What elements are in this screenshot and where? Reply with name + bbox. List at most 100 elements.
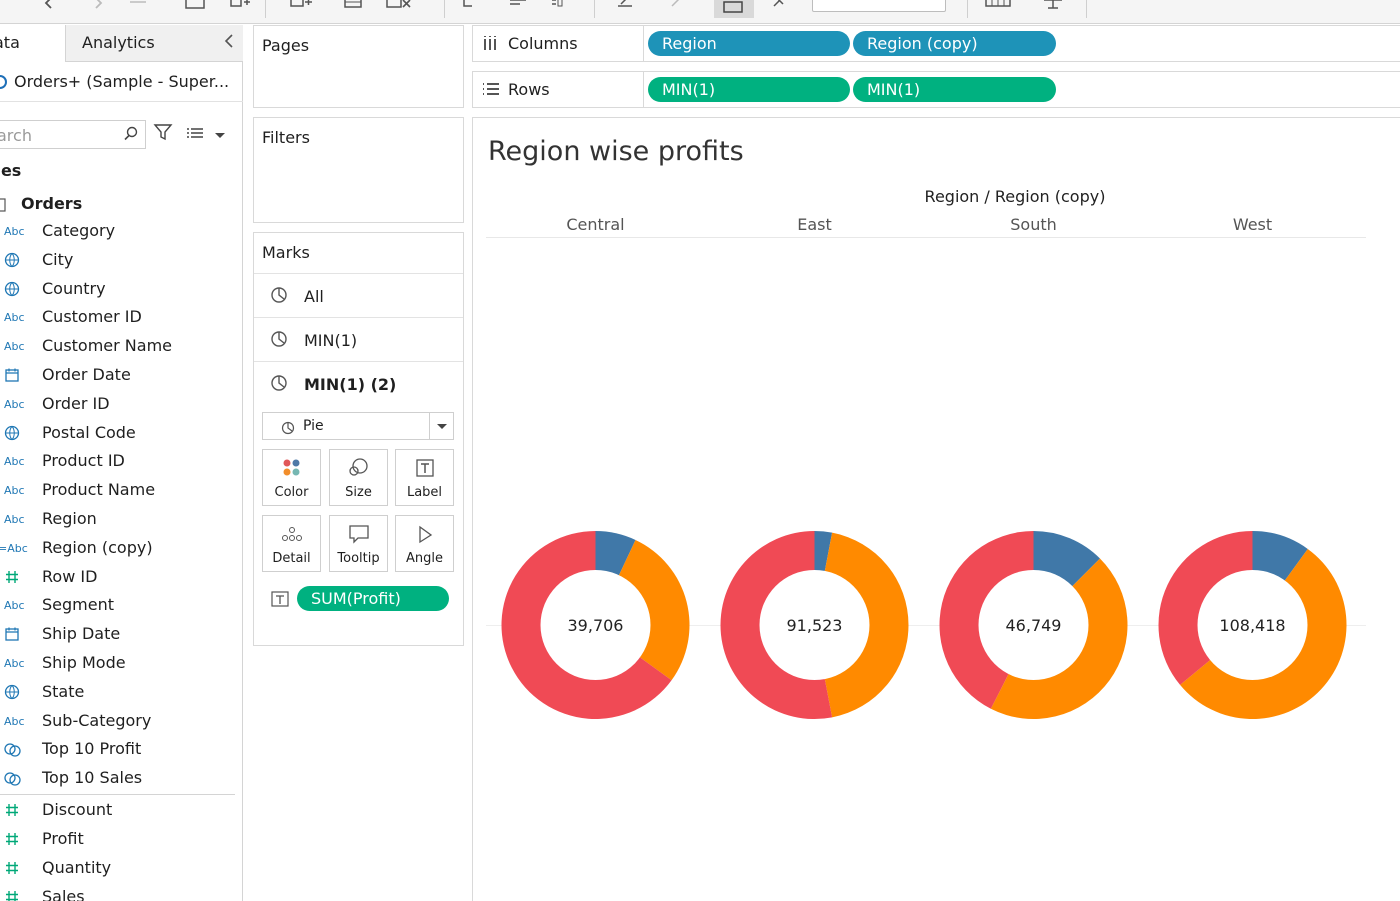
field-customer-id[interactable]: Abc Customer ID xyxy=(0,304,236,332)
fit-dropdown[interactable] xyxy=(812,0,946,12)
field-discount[interactable]: Discount xyxy=(0,797,236,825)
mark-type-dropdown[interactable]: Pie xyxy=(262,412,454,440)
donut-south[interactable]: 46,749 xyxy=(939,531,1128,719)
donut-hole[interactable] xyxy=(1197,570,1308,680)
marks-card: Marks All MIN(1) MIN(1) (2) Pie Color Si… xyxy=(253,232,464,646)
donut-hole[interactable] xyxy=(759,570,870,680)
sort-ascending-icon[interactable] xyxy=(506,0,532,12)
field-country[interactable]: Country xyxy=(0,276,236,304)
sort-descending-icon[interactable] xyxy=(548,0,568,12)
donut-central[interactable]: 39,706 xyxy=(501,531,690,719)
field-customer-name[interactable]: Abc Customer Name xyxy=(0,333,236,361)
new-worksheet-icon[interactable] xyxy=(228,0,252,12)
tab-data[interactable]: ata xyxy=(0,25,65,62)
show-cards-icon[interactable] xyxy=(984,0,1012,12)
duplicate-sheet-icon[interactable] xyxy=(288,0,314,12)
marks-layer-all[interactable]: All xyxy=(254,273,463,317)
label-button[interactable]: Label xyxy=(395,449,454,506)
field-top-10-profit[interactable]: Top 10 Profit xyxy=(0,736,236,764)
field-label: City xyxy=(42,249,74,269)
pin-icon[interactable] xyxy=(768,0,790,12)
column-header-east[interactable]: East xyxy=(797,215,832,234)
field-search-box[interactable] xyxy=(0,120,146,149)
sum-profit-pill[interactable]: SUM(Profit) xyxy=(297,586,449,611)
table-icon[interactable] xyxy=(342,0,364,12)
globe-icon xyxy=(4,281,30,299)
marks-layer-min1-2[interactable]: MIN(1) (2) xyxy=(254,361,463,405)
pages-title: Pages xyxy=(262,36,310,55)
collapse-pane-icon[interactable] xyxy=(223,33,235,53)
tooltip-button[interactable]: Tooltip xyxy=(329,515,388,572)
tooltip-label: Tooltip xyxy=(337,551,380,566)
column-header-west[interactable]: West xyxy=(1232,215,1273,234)
field-segment[interactable]: Abc Segment xyxy=(0,592,236,620)
forward-icon[interactable] xyxy=(90,0,108,12)
size-button[interactable]: Size xyxy=(329,449,388,506)
donut-hole[interactable] xyxy=(978,570,1089,680)
field-quantity[interactable]: Quantity xyxy=(0,855,236,883)
field-profit[interactable]: Profit xyxy=(0,826,236,854)
column-header-south[interactable]: South xyxy=(1010,215,1057,234)
field-label: State xyxy=(42,681,85,701)
columns-icon xyxy=(482,35,498,57)
presentation-icon[interactable] xyxy=(1042,0,1064,12)
field-product-name[interactable]: Abc Product Name xyxy=(0,477,236,505)
highlight-icon[interactable] xyxy=(614,0,636,12)
field-state[interactable]: State xyxy=(0,679,236,707)
field-sales[interactable]: Sales xyxy=(0,884,236,901)
field-region-copy-[interactable]: =Abc Region (copy) xyxy=(0,535,236,563)
field-city[interactable]: City xyxy=(0,247,236,275)
marks-layer-label: MIN(1) (2) xyxy=(304,375,397,394)
back-icon[interactable] xyxy=(40,0,58,12)
filter-icon[interactable] xyxy=(153,122,173,146)
tab-analytics[interactable]: Analytics xyxy=(65,25,243,62)
region-copy-pill[interactable]: Region (copy) xyxy=(853,31,1056,56)
min1-second-pill[interactable]: MIN(1) xyxy=(853,77,1056,102)
field-sub-category[interactable]: Abc Sub-Category xyxy=(0,708,236,736)
datasource-label: Orders+ (Sample - Super... xyxy=(14,72,230,91)
field-postal-code[interactable]: Postal Code xyxy=(0,420,236,448)
save-icon[interactable] xyxy=(128,0,148,12)
field-label: Ship Date xyxy=(42,624,121,644)
donut-west[interactable]: 108,418 xyxy=(1158,531,1347,720)
region-pill[interactable]: Region xyxy=(648,31,850,56)
field-top-10-sales[interactable]: Top 10 Sales xyxy=(0,765,236,793)
min1-pill[interactable]: MIN(1) xyxy=(648,77,850,102)
clear-sheet-icon[interactable] xyxy=(384,0,414,12)
marks-layer-label: MIN(1) xyxy=(304,331,358,350)
marks-layer-min1[interactable]: MIN(1) xyxy=(254,317,463,361)
field-category[interactable]: Abc Category xyxy=(0,218,236,246)
rows-shelf[interactable]: Rows MIN(1) MIN(1) xyxy=(472,71,1400,108)
filters-card[interactable]: Filters xyxy=(253,117,464,223)
new-datasource-icon[interactable] xyxy=(184,0,206,12)
pie-icon xyxy=(270,374,288,396)
field-ship-date[interactable]: Ship Date xyxy=(0,621,236,649)
rows-label: Rows xyxy=(508,80,550,99)
view-list-icon[interactable] xyxy=(186,126,204,145)
field-region[interactable]: Abc Region xyxy=(0,506,236,534)
field-ship-mode[interactable]: Abc Ship Mode xyxy=(0,650,236,678)
chevron-down-icon[interactable] xyxy=(214,126,226,145)
group-icon[interactable] xyxy=(666,0,688,12)
viz-view[interactable]: Region wise profits Region / Region (cop… xyxy=(472,117,1400,901)
field-product-id[interactable]: Abc Product ID xyxy=(0,448,236,476)
field-order-date[interactable]: Order Date xyxy=(0,362,236,390)
angle-button[interactable]: Angle xyxy=(395,515,454,572)
swap-icon[interactable] xyxy=(460,0,484,12)
string-icon: Abc xyxy=(4,340,25,354)
field-order-id[interactable]: Abc Order ID xyxy=(0,391,236,419)
donut-east[interactable]: 91,523 xyxy=(720,531,909,719)
field-label: Order Date xyxy=(42,365,131,384)
chevron-down-icon[interactable] xyxy=(429,413,453,439)
field-row-id[interactable]: Row ID xyxy=(0,564,236,592)
detail-button[interactable]: Detail xyxy=(262,515,321,572)
donut-hole[interactable] xyxy=(540,570,651,680)
pages-card[interactable]: Pages xyxy=(253,25,464,108)
show-labels-button[interactable] xyxy=(714,0,754,18)
color-button[interactable]: Color xyxy=(262,449,321,506)
table-orders[interactable]: Orders xyxy=(0,193,243,215)
datasource-item[interactable]: Orders+ (Sample - Super... xyxy=(0,62,243,102)
columns-shelf[interactable]: Columns Region Region (copy) xyxy=(472,25,1400,62)
column-header-central[interactable]: Central xyxy=(566,215,625,234)
search-input[interactable] xyxy=(0,124,117,146)
